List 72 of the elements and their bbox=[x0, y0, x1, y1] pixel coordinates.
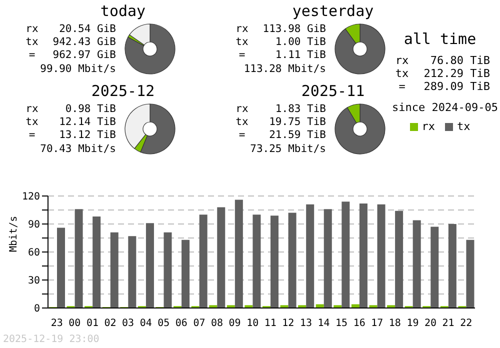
text: 1.83 TiB bbox=[274, 103, 326, 116]
text: 289.09 TiB bbox=[422, 80, 490, 93]
chart-title: 2025-11 bbox=[300, 82, 366, 100]
text: rx bbox=[234, 103, 250, 116]
x-tick-label: 18 bbox=[388, 318, 401, 329]
x-tick-label: 10 bbox=[246, 318, 259, 329]
text: 99.90 Mbit/s bbox=[39, 63, 116, 75]
y-axis-title: Mbit/s bbox=[8, 216, 20, 252]
text: 942.43 GiB bbox=[52, 36, 116, 49]
text: 73.25 Mbit/s bbox=[249, 143, 326, 155]
text: tx bbox=[24, 116, 40, 129]
text: 962.97 GiB bbox=[52, 49, 116, 62]
text: 1.00 TiB bbox=[274, 36, 326, 49]
x-tick-label: 16 bbox=[353, 318, 366, 329]
x-tick-label: 23 bbox=[50, 318, 63, 329]
x-tick-label: 03 bbox=[122, 318, 134, 329]
text: 21.59 TiB bbox=[268, 129, 326, 142]
text: 212.29 TiB bbox=[422, 67, 490, 80]
x-tick-label: 11 bbox=[264, 318, 276, 329]
y-tick-label: 30 bbox=[28, 276, 40, 287]
text: = bbox=[238, 49, 246, 62]
text: tx bbox=[24, 36, 40, 49]
text: rx bbox=[24, 103, 40, 116]
text: since 2024-09-05 bbox=[391, 101, 499, 114]
x-tick-label: 09 bbox=[228, 318, 241, 329]
x-tick-label: 05 bbox=[158, 318, 170, 329]
x-tick-label: 14 bbox=[318, 318, 330, 329]
x-tick-label: 17 bbox=[371, 318, 384, 329]
y-tick-label: 120 bbox=[22, 192, 40, 203]
x-tick-label: 20 bbox=[424, 318, 437, 329]
x-tick-label: 21 bbox=[442, 318, 454, 329]
text: 113.28 Mbit/s bbox=[242, 63, 326, 75]
legend-label: rx bbox=[422, 120, 435, 133]
text: tx bbox=[394, 67, 410, 80]
x-tick-label: 15 bbox=[336, 318, 348, 329]
text: 1.11 TiB bbox=[274, 49, 326, 62]
text: 0.98 TiB bbox=[64, 103, 116, 116]
text: 113.98 GiB bbox=[262, 23, 326, 36]
legend-label: tx bbox=[457, 120, 470, 133]
x-tick-label: 07 bbox=[193, 318, 206, 329]
x-tick-label: 12 bbox=[282, 318, 294, 329]
x-tick-label: 00 bbox=[68, 318, 81, 329]
text: all time bbox=[402, 30, 478, 48]
text: = bbox=[398, 80, 406, 93]
chart-title: today bbox=[99, 2, 147, 20]
text: rx bbox=[24, 23, 40, 36]
x-tick-label: 04 bbox=[140, 318, 152, 329]
text: rx bbox=[234, 23, 250, 36]
text: = bbox=[28, 49, 36, 62]
text: rx bbox=[394, 54, 410, 67]
x-tick-label: 01 bbox=[86, 318, 99, 329]
chart-title: yesterday bbox=[291, 2, 375, 20]
text: 76.80 TiB bbox=[429, 54, 490, 67]
x-tick-label: 02 bbox=[104, 318, 116, 329]
y-tick-label: 90 bbox=[28, 220, 40, 231]
x-tick-label: 13 bbox=[300, 318, 312, 329]
text: 70.43 Mbit/s bbox=[39, 143, 116, 155]
text: 12.14 TiB bbox=[58, 116, 116, 129]
chart-title: 2025-12 bbox=[90, 82, 156, 100]
text: = bbox=[28, 129, 36, 142]
text: = bbox=[238, 129, 246, 142]
y-tick-label: 60 bbox=[28, 248, 40, 259]
text: 20.54 GiB bbox=[58, 23, 116, 36]
y-tick-label: 0 bbox=[34, 304, 40, 315]
text: tx bbox=[234, 36, 250, 49]
x-tick-label: 06 bbox=[175, 318, 188, 329]
text: 19.75 TiB bbox=[268, 116, 326, 129]
x-tick-label: 08 bbox=[210, 318, 224, 329]
text: tx bbox=[234, 116, 250, 129]
x-tick-label: 22 bbox=[460, 318, 472, 329]
text: 13.12 TiB bbox=[58, 129, 116, 142]
x-tick-label: 19 bbox=[406, 318, 419, 329]
